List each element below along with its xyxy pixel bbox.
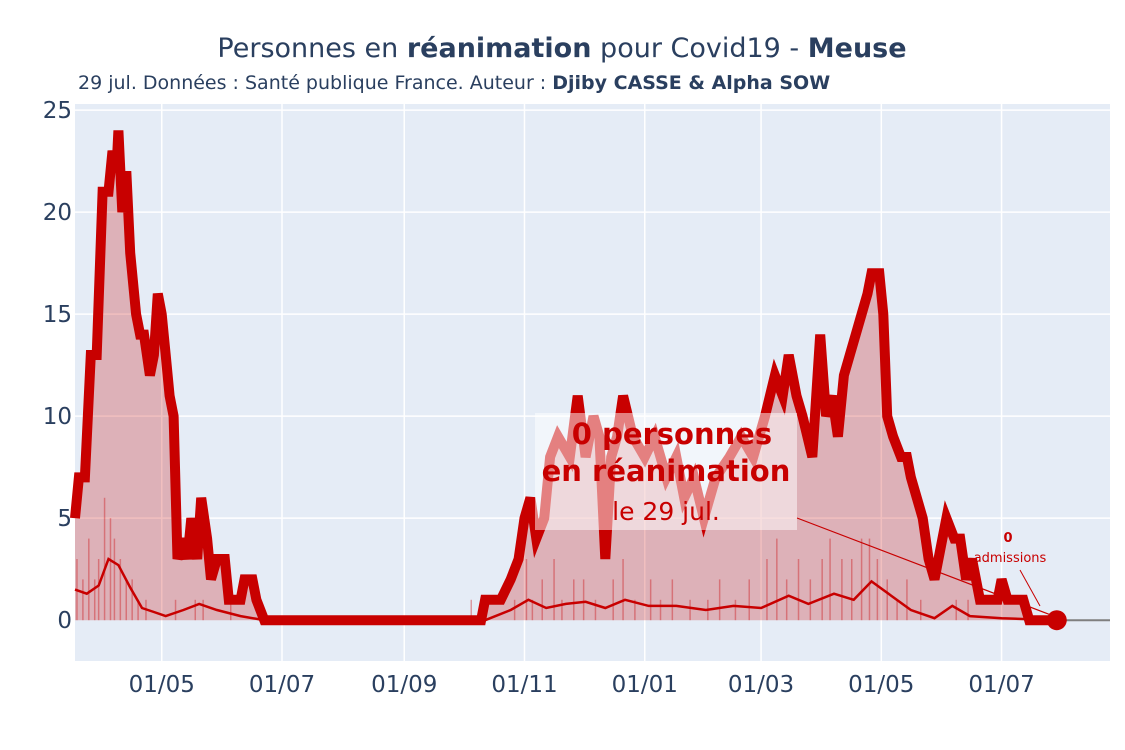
chart-subtitle: 29 jul. Données : Santé publique France.… xyxy=(78,72,830,94)
x-gridlines xyxy=(160,104,1003,661)
title-middle: pour Covid19 - xyxy=(591,33,807,64)
x-tick-label: 01/11 xyxy=(491,672,557,698)
admissions-label: admissions xyxy=(974,551,1047,566)
y-tick-label: 15 xyxy=(43,302,72,328)
y-tick-label: 0 xyxy=(57,608,72,634)
title-bold-reanimation: réanimation xyxy=(407,33,592,64)
y-tick-label: 10 xyxy=(43,404,72,430)
reanimation-area xyxy=(75,130,1057,621)
x-tick-label: 01/07 xyxy=(968,672,1034,698)
title-prefix: Personnes en xyxy=(217,33,406,64)
x-axis-ticks: 01/05 01/07 01/09 01/11 01/01 01/03 01/05 01/07 xyxy=(129,672,1035,698)
annotation-count: 0 personnes xyxy=(572,417,772,451)
x-tick-label: 01/07 xyxy=(249,672,315,698)
x-tick-label: 01/03 xyxy=(728,672,794,698)
y-tick-label: 5 xyxy=(57,506,72,532)
reanimation-line xyxy=(70,130,1057,626)
y-tick-label: 25 xyxy=(43,98,72,124)
admissions-value: 0 xyxy=(1003,531,1012,546)
x-tick-label: 01/09 xyxy=(371,672,437,698)
annotation-label: en réanimation xyxy=(542,454,791,488)
chart-title: Personnes en réanimation pour Covid19 - … xyxy=(217,33,906,64)
x-tick-label: 01/05 xyxy=(848,672,914,698)
subtitle-text: 29 jul. Données : Santé publique France.… xyxy=(78,72,552,94)
y-axis-ticks: 0 5 10 15 20 25 xyxy=(43,98,72,634)
admissions-smoothed-line xyxy=(74,557,1057,622)
admissions-arrow xyxy=(1019,569,1041,607)
daily-admissions-bars xyxy=(76,497,969,621)
y-tick-label: 20 xyxy=(43,200,72,226)
last-value-marker xyxy=(1046,610,1067,631)
title-bold-department: Meuse xyxy=(808,33,907,64)
x-tick-label: 01/01 xyxy=(612,672,678,698)
annotation-box xyxy=(535,413,797,530)
subtitle-author: Djiby CASSE & Alpha SOW xyxy=(552,72,830,94)
x-tick-label: 01/05 xyxy=(129,672,195,698)
annotation-arrow xyxy=(796,517,1049,615)
annotation-date: le 29 jul. xyxy=(612,497,720,526)
